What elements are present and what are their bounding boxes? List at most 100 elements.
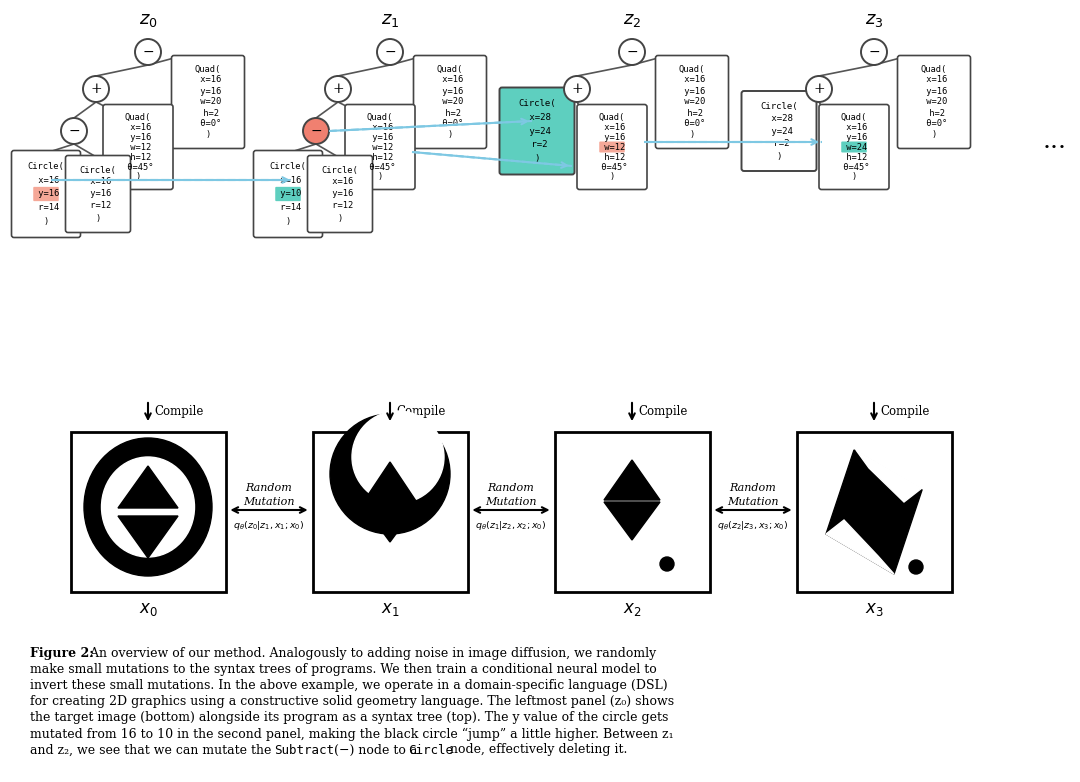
Text: Mutation: Mutation (485, 497, 537, 507)
Circle shape (660, 557, 674, 571)
Text: Circle(: Circle( (80, 166, 117, 174)
Text: ): ) (43, 217, 49, 226)
Circle shape (330, 414, 450, 534)
Text: for creating 2D graphics using a constructive solid geometry language. The leftm: for creating 2D graphics using a constru… (30, 695, 674, 708)
Circle shape (564, 76, 590, 102)
Text: ): ) (535, 154, 540, 163)
Text: Compile: Compile (638, 406, 687, 418)
Text: w=24: w=24 (841, 142, 867, 152)
Text: x=28: x=28 (766, 114, 793, 123)
Polygon shape (604, 502, 660, 540)
Text: r=2: r=2 (768, 139, 789, 148)
Circle shape (861, 39, 887, 65)
Polygon shape (118, 466, 178, 508)
Text: θ=45°: θ=45° (364, 163, 395, 171)
FancyBboxPatch shape (414, 56, 486, 149)
Polygon shape (826, 450, 922, 574)
Text: $z_0$: $z_0$ (138, 11, 158, 29)
FancyBboxPatch shape (656, 56, 729, 149)
Circle shape (909, 560, 923, 574)
Text: Compile: Compile (396, 406, 445, 418)
Circle shape (303, 118, 329, 144)
Text: Quad(: Quad( (921, 64, 947, 74)
Text: h=12: h=12 (367, 152, 393, 162)
Text: $q_\theta(z_0|z_1, x_1; x_0)$: $q_\theta(z_0|z_1, x_1; x_0)$ (233, 518, 305, 532)
Text: ): ) (285, 217, 291, 226)
Text: θ=0°: θ=0° (921, 120, 947, 128)
Text: Mutation: Mutation (727, 497, 779, 507)
Text: node, effectively deleting it.: node, effectively deleting it. (446, 744, 627, 756)
Text: h=2: h=2 (681, 109, 702, 117)
Text: x=28: x=28 (524, 113, 551, 122)
Text: Quad(: Quad( (125, 113, 151, 121)
Text: x=16: x=16 (194, 76, 221, 84)
Text: $z_3$: $z_3$ (865, 11, 883, 29)
Text: h=2: h=2 (923, 109, 945, 117)
Text: θ=0°: θ=0° (437, 120, 463, 128)
Text: mutated from 16 to 10 in the second panel, making the black circle “jump” a litt: mutated from 16 to 10 in the second pane… (30, 727, 674, 741)
Text: h=12: h=12 (599, 152, 625, 162)
Text: Circle(: Circle( (28, 162, 65, 171)
Text: −: − (868, 45, 880, 59)
Text: y=16: y=16 (194, 87, 221, 95)
Text: ): ) (931, 131, 936, 139)
Text: Subtract: Subtract (274, 744, 334, 756)
Polygon shape (362, 462, 418, 504)
Text: y=16: y=16 (599, 132, 625, 142)
FancyBboxPatch shape (577, 105, 647, 189)
Text: ): ) (95, 213, 100, 223)
Text: y=16: y=16 (841, 132, 867, 142)
Text: y=16: y=16 (679, 87, 705, 95)
Text: $q_\theta(z_1|z_2, x_2; x_0)$: $q_\theta(z_1|z_2, x_2; x_0)$ (475, 518, 546, 532)
Text: Quad(: Quad( (679, 64, 705, 74)
Text: $z_2$: $z_2$ (623, 11, 642, 29)
Text: r=14: r=14 (275, 203, 301, 212)
FancyBboxPatch shape (819, 105, 889, 189)
Circle shape (806, 76, 832, 102)
Text: Circle(: Circle( (760, 102, 798, 110)
Text: −: − (68, 124, 80, 138)
Text: x=16: x=16 (327, 178, 353, 186)
FancyBboxPatch shape (275, 187, 300, 201)
Text: y=16: y=16 (367, 132, 393, 142)
Text: Random: Random (488, 483, 535, 493)
Text: y=16: y=16 (437, 87, 463, 95)
Circle shape (325, 76, 351, 102)
Text: r=2: r=2 (526, 140, 548, 149)
Text: −: − (384, 45, 395, 59)
Text: θ=45°: θ=45° (838, 163, 869, 171)
Polygon shape (118, 516, 178, 558)
Text: $x_0$: $x_0$ (138, 601, 158, 619)
Text: x=16: x=16 (32, 176, 59, 185)
Circle shape (83, 76, 109, 102)
Circle shape (352, 411, 444, 503)
FancyBboxPatch shape (308, 156, 373, 232)
Circle shape (619, 39, 645, 65)
Text: y=24: y=24 (766, 127, 793, 135)
FancyBboxPatch shape (254, 150, 323, 238)
Text: Compile: Compile (880, 406, 930, 418)
Polygon shape (362, 504, 418, 542)
Text: Quad(: Quad( (599, 113, 625, 121)
Text: ): ) (205, 131, 211, 139)
Polygon shape (604, 460, 660, 500)
Text: r=12: r=12 (85, 202, 111, 210)
Text: y=16: y=16 (85, 189, 111, 199)
Text: w=12: w=12 (367, 142, 393, 152)
Text: Quad(: Quad( (437, 64, 463, 74)
FancyBboxPatch shape (172, 56, 244, 149)
Text: x=16: x=16 (841, 123, 867, 131)
Text: r=12: r=12 (327, 202, 353, 210)
FancyBboxPatch shape (312, 432, 468, 592)
FancyBboxPatch shape (66, 156, 131, 232)
Text: Quad(: Quad( (841, 113, 867, 121)
Text: x=16: x=16 (921, 76, 947, 84)
Circle shape (135, 39, 161, 65)
Text: −: − (310, 124, 322, 138)
Text: y=16: y=16 (921, 87, 947, 95)
Text: Circle(: Circle( (270, 162, 307, 171)
Text: ): ) (609, 173, 615, 181)
Text: θ=45°: θ=45° (122, 163, 153, 171)
Text: +: + (813, 82, 825, 96)
Text: $q_\theta(z_2|z_3, x_3; x_0)$: $q_\theta(z_2|z_3, x_3; x_0)$ (717, 518, 788, 532)
